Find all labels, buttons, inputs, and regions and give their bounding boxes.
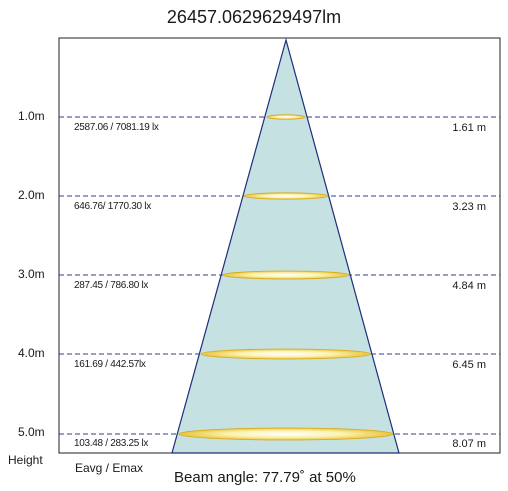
eavg-emax-label: Eavg / Emax [75, 461, 144, 475]
lumen-title: 26457.0629629497lm [166, 7, 342, 27]
light-cone [171, 37, 400, 454]
light-spot-2 [243, 192, 329, 200]
lux-value-1: 2587.06 / 7081.19 lx [74, 122, 159, 133]
diameter-value-4: 6.45 m [452, 359, 486, 371]
height-label-2: 2.0m [18, 188, 45, 202]
height-axis-label: Height [8, 453, 43, 467]
diameter-value-3: 4.84 m [452, 280, 486, 292]
lux-value-5: 103.48 / 283.25 lx [74, 438, 149, 449]
height-label-4: 4.0m [18, 346, 45, 360]
diameter-value-2: 3.23 m [452, 201, 486, 213]
light-spot-5 [178, 427, 394, 441]
height-label-3: 3.0m [18, 267, 45, 281]
light-spot-3 [222, 270, 350, 280]
height-label-1: 1.0m [18, 109, 45, 123]
beam-angle-label: Beam angle: 77.79˚ at 50% [174, 469, 356, 486]
light-spots [178, 114, 394, 441]
diameter-value-5: 8.07 m [452, 438, 486, 450]
lux-value-3: 287.45 / 786.80 lx [74, 280, 149, 291]
light-spot-1 [266, 114, 306, 120]
diameter-value-1: 1.61 m [452, 122, 486, 134]
light-spot-4 [200, 348, 372, 360]
lux-value-4: 161.69 / 442.57lx [74, 359, 146, 370]
height-label-5: 5.0m [18, 425, 45, 439]
lux-value-2: 646.76/ 1770.30 lx [74, 201, 151, 212]
